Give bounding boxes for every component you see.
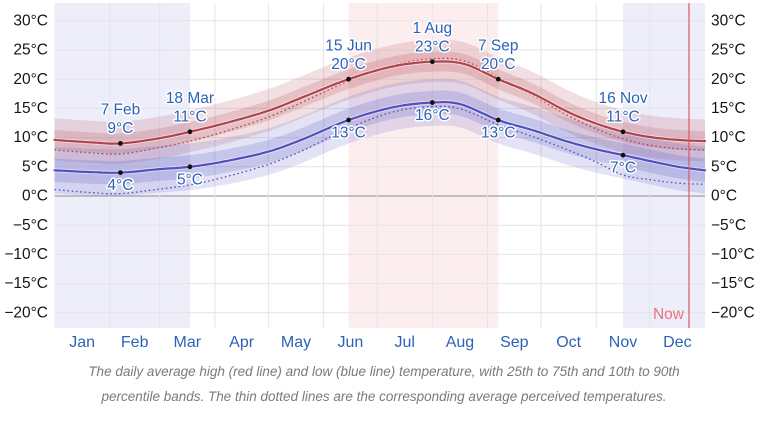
y-tick-label-right: −15°C xyxy=(711,275,755,292)
month-label: Jul xyxy=(394,334,414,351)
annotation-low-temp: 13°C xyxy=(481,125,516,142)
month-label: Dec xyxy=(663,334,691,351)
now-label: Now xyxy=(653,306,685,323)
annotation-low-temp: 5°C xyxy=(177,171,203,188)
y-tick-label-right: 30°C xyxy=(711,12,746,29)
average-high-inner-band xyxy=(54,51,705,154)
annotation-date: 16 Nov xyxy=(598,90,647,107)
annotation-high-temp: 20°C xyxy=(481,56,516,73)
y-tick-label-right: 0°C xyxy=(711,188,737,205)
y-tick-label-right: 15°C xyxy=(711,100,746,117)
month-label: Oct xyxy=(556,334,581,351)
month-label: Nov xyxy=(609,334,637,351)
high-data-dot xyxy=(429,59,435,65)
high-data-dot xyxy=(620,129,626,135)
high-data-dot xyxy=(346,76,351,82)
y-tick-label-left: 15°C xyxy=(13,100,48,117)
y-tick-label-left: 25°C xyxy=(13,42,48,59)
low-data-dot xyxy=(620,152,626,158)
y-tick-label-left: 20°C xyxy=(13,71,48,88)
y-tick-label-right: 25°C xyxy=(711,42,746,59)
high-data-dot xyxy=(187,129,193,135)
average-low-outer-band xyxy=(54,78,705,197)
month-label: May xyxy=(281,334,311,351)
month-label: Jun xyxy=(337,334,363,351)
y-tick-label-left: −5°C xyxy=(13,217,48,234)
annotation-high-temp: 20°C xyxy=(331,56,366,73)
warm-season-band xyxy=(348,3,499,328)
y-tick-label-left: 5°C xyxy=(22,158,48,175)
annotation-date: 7 Sep xyxy=(478,37,519,54)
month-label: Mar xyxy=(173,334,201,351)
month-label: Apr xyxy=(229,334,255,351)
annotation-low-temp: 4°C xyxy=(107,177,133,194)
y-tick-label-right: 20°C xyxy=(711,71,746,88)
annotation-high-temp: 11°C xyxy=(606,108,639,125)
annotation-date: 18 Mar xyxy=(166,90,214,107)
chart-caption: The daily average high (red line) and lo… xyxy=(0,359,768,409)
y-tick-label-left: 10°C xyxy=(13,129,48,146)
month-label: Feb xyxy=(121,334,149,351)
y-tick-label-right: 5°C xyxy=(711,158,737,175)
month-label: Jan xyxy=(69,334,95,351)
y-tick-label-right: −20°C xyxy=(711,304,755,321)
y-tick-label-left: −10°C xyxy=(4,246,48,263)
high-data-dot xyxy=(495,76,501,82)
high-data-dot xyxy=(118,141,123,146)
caption-line-1: The daily average high (red line) and lo… xyxy=(88,364,680,379)
low-data-dot xyxy=(346,117,351,123)
average-high-line xyxy=(53,60,707,145)
low-data-dot xyxy=(429,100,435,105)
cool-season-band xyxy=(54,3,190,328)
annotation-high-temp: 9°C xyxy=(107,120,133,137)
caption-line-2: percentile bands. The thin dotted lines … xyxy=(101,389,667,404)
month-label: Sep xyxy=(500,334,529,351)
annotation-low-temp: 13°C xyxy=(331,125,366,142)
y-tick-label-left: 30°C xyxy=(13,12,48,29)
y-tick-label-left: 0°C xyxy=(22,188,48,205)
month-label: Aug xyxy=(446,334,474,351)
low-data-dot xyxy=(118,170,123,176)
annotation-low-temp: 16°C xyxy=(415,107,450,124)
y-tick-label-right: −10°C xyxy=(711,246,755,263)
y-tick-label-left: −20°C xyxy=(4,304,48,321)
annotation-date: 7 Feb xyxy=(101,102,141,119)
y-tick-label-right: −5°C xyxy=(711,217,746,234)
annotation-date: 1 Aug xyxy=(412,20,452,37)
annotation-low-temp: 7°C xyxy=(610,160,636,177)
annotation-high-temp: 23°C xyxy=(415,38,450,55)
y-tick-label-right: 10°C xyxy=(711,129,746,146)
average-high-outer-band xyxy=(54,39,705,165)
annotation-high-temp: 11°C xyxy=(173,108,206,125)
y-tick-label-left: −15°C xyxy=(4,275,48,292)
annotation-date: 15 Jun xyxy=(325,37,372,54)
low-data-dot xyxy=(495,117,501,123)
low-data-dot xyxy=(187,164,193,170)
perceived-high-line xyxy=(54,57,706,155)
average-low-line xyxy=(53,100,707,174)
